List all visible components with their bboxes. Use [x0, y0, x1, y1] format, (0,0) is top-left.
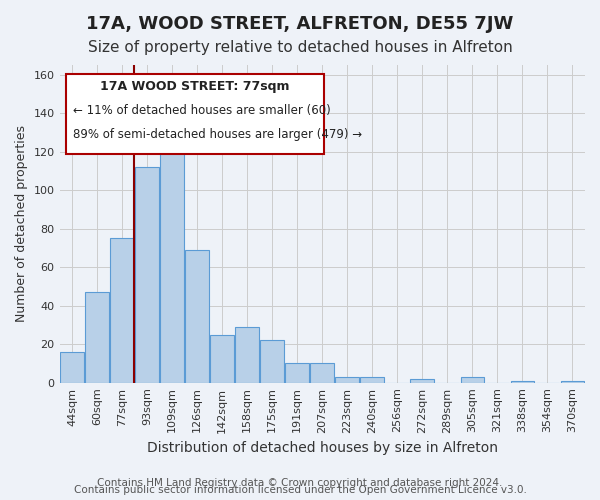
Bar: [511, 381, 535, 382]
Bar: [260, 340, 284, 382]
Bar: [560, 381, 584, 382]
Text: 17A, WOOD STREET, ALFRETON, DE55 7JW: 17A, WOOD STREET, ALFRETON, DE55 7JW: [86, 15, 514, 33]
Bar: [185, 250, 209, 382]
Bar: [310, 364, 334, 382]
Text: Size of property relative to detached houses in Alfreton: Size of property relative to detached ho…: [88, 40, 512, 55]
Text: Contains public sector information licensed under the Open Government Licence v3: Contains public sector information licen…: [74, 485, 526, 495]
Bar: [235, 327, 259, 382]
Bar: [135, 167, 159, 382]
Text: 17A WOOD STREET: 77sqm: 17A WOOD STREET: 77sqm: [100, 80, 289, 93]
Bar: [410, 379, 434, 382]
Y-axis label: Number of detached properties: Number of detached properties: [15, 126, 28, 322]
Bar: [461, 377, 484, 382]
Text: ← 11% of detached houses are smaller (60): ← 11% of detached houses are smaller (60…: [73, 104, 331, 117]
Bar: [60, 352, 84, 382]
Bar: [361, 377, 384, 382]
X-axis label: Distribution of detached houses by size in Alfreton: Distribution of detached houses by size …: [147, 441, 498, 455]
Bar: [210, 334, 234, 382]
Text: Contains HM Land Registry data © Crown copyright and database right 2024.: Contains HM Land Registry data © Crown c…: [97, 478, 503, 488]
Bar: [85, 292, 109, 382]
Bar: [286, 364, 309, 382]
Bar: [160, 146, 184, 382]
Bar: [110, 238, 134, 382]
Text: 89% of semi-detached houses are larger (479) →: 89% of semi-detached houses are larger (…: [73, 128, 362, 141]
Bar: [335, 377, 359, 382]
